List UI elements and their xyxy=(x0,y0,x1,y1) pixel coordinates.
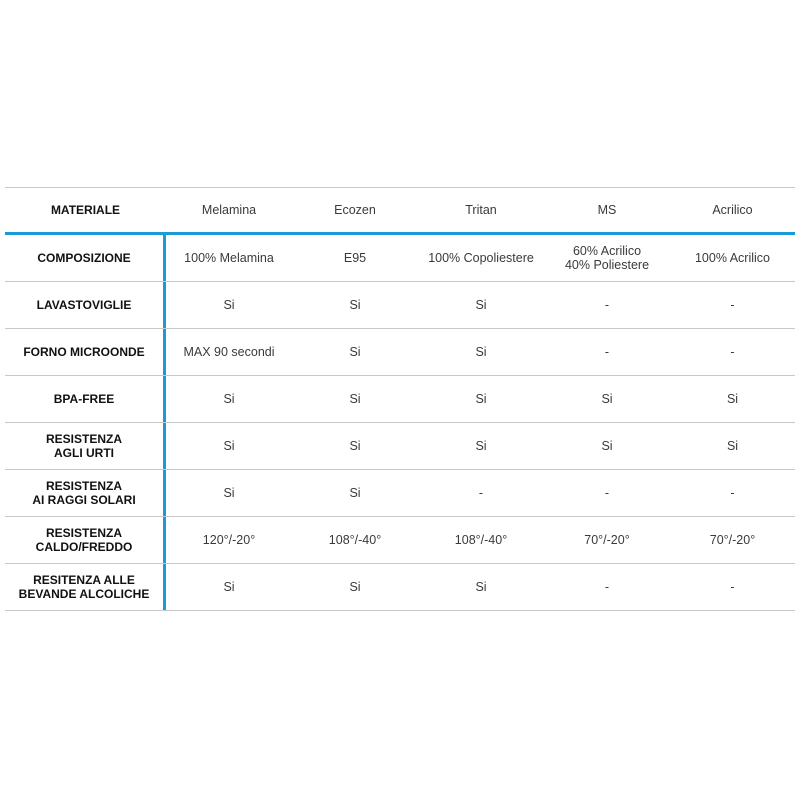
table-cell: - xyxy=(604,580,610,594)
table-cell: 100% Copoliestere xyxy=(428,251,534,265)
table-cell: Si xyxy=(601,439,613,453)
table-cell: E95 xyxy=(343,251,367,265)
column-header: Melamina xyxy=(201,203,257,217)
column-header: Acrilico xyxy=(712,203,753,217)
table-cell: Si xyxy=(349,298,361,312)
row-label: RESITENZA ALLE BEVANDE ALCOLICHE xyxy=(5,564,166,610)
table-cell: Si xyxy=(223,392,235,406)
table-cell: Si xyxy=(475,298,487,312)
table-cell: Si xyxy=(475,345,487,359)
table-row: RESISTENZA AI RAGGI SOLARI Si Si - - - xyxy=(5,470,795,517)
table-cell: Si xyxy=(349,392,361,406)
table-cell: - xyxy=(604,345,610,359)
table-row: LAVASTOVIGLIE Si Si Si - - xyxy=(5,282,795,329)
table-cell: - xyxy=(730,345,735,359)
table-cell: - xyxy=(730,298,735,312)
header-label: MATERIALE xyxy=(50,203,121,217)
table-cell: 70°/-20° xyxy=(584,533,630,547)
table-cell: Si xyxy=(349,580,361,594)
table-cell: - xyxy=(604,486,610,500)
table-row: RESISTENZA CALDO/FREDDO 120°/-20° 108°/-40… xyxy=(5,517,795,564)
table-cell: - xyxy=(604,298,610,312)
table-cell: 108°/-40° xyxy=(454,533,508,547)
table-cell: MAX 90 secondi xyxy=(183,345,275,359)
table-row: COMPOSIZIONE 100% Melamina E95 100% Copolie… xyxy=(5,235,795,282)
table-row: RESISTENZA AGLI URTI Si Si Si Si Si xyxy=(5,423,795,470)
table-cell: Si xyxy=(349,486,361,500)
table-row: RESITENZA ALLE BEVANDE ALCOLICHE Si Si Si - - xyxy=(5,564,795,611)
table-cell: Si xyxy=(223,439,235,453)
column-header: Ecozen xyxy=(334,203,376,217)
table-cell: 100% Melamina xyxy=(184,251,274,265)
table-cell: 108°/-40° xyxy=(328,533,382,547)
table-cell: Si xyxy=(726,439,739,453)
row-label: FORNO MICROONDE xyxy=(5,329,166,375)
row-label: RESISTENZA CALDO/FREDDO xyxy=(5,517,166,563)
table-cell: Si xyxy=(349,439,361,453)
table-cell: Si xyxy=(475,392,487,406)
row-label: RESISTENZA AI RAGGI SOLARI xyxy=(5,470,166,516)
row-label: LAVASTOVIGLIE xyxy=(5,282,166,328)
table-cell: Si xyxy=(601,392,613,406)
row-label: RESISTENZA AGLI URTI xyxy=(5,423,166,469)
table-cell: - xyxy=(478,486,484,500)
table-cell: 70°/-20° xyxy=(709,533,756,547)
table-cell: Si xyxy=(726,392,739,406)
row-label: COMPOSIZIONE xyxy=(5,235,166,281)
table-cell: Si xyxy=(475,439,487,453)
materials-comparison-table: MATERIALE Melamina Ecozen Tritan MS Acri… xyxy=(5,187,795,611)
column-header: MS xyxy=(597,203,617,217)
table-cell: Si xyxy=(223,580,235,594)
table-cell: 120°/-20° xyxy=(202,533,256,547)
table-cell: 100% Acrilico xyxy=(694,251,771,265)
table-cell: - xyxy=(730,486,735,500)
table-cell: Si xyxy=(475,580,487,594)
table-header-row: MATERIALE Melamina Ecozen Tritan MS Acri… xyxy=(5,188,795,235)
row-label: BPA-FREE xyxy=(5,376,166,422)
table-cell: - xyxy=(730,580,735,594)
table-cell: Si xyxy=(223,298,235,312)
table-row: FORNO MICROONDE MAX 90 secondi Si Si - - xyxy=(5,329,795,376)
table-cell: 60% Acrilico 40% Poliestere xyxy=(564,244,650,272)
column-header: Tritan xyxy=(465,203,497,217)
table-cell: Si xyxy=(349,345,361,359)
table-row: BPA-FREE Si Si Si Si Si xyxy=(5,376,795,423)
table-cell: Si xyxy=(223,486,235,500)
